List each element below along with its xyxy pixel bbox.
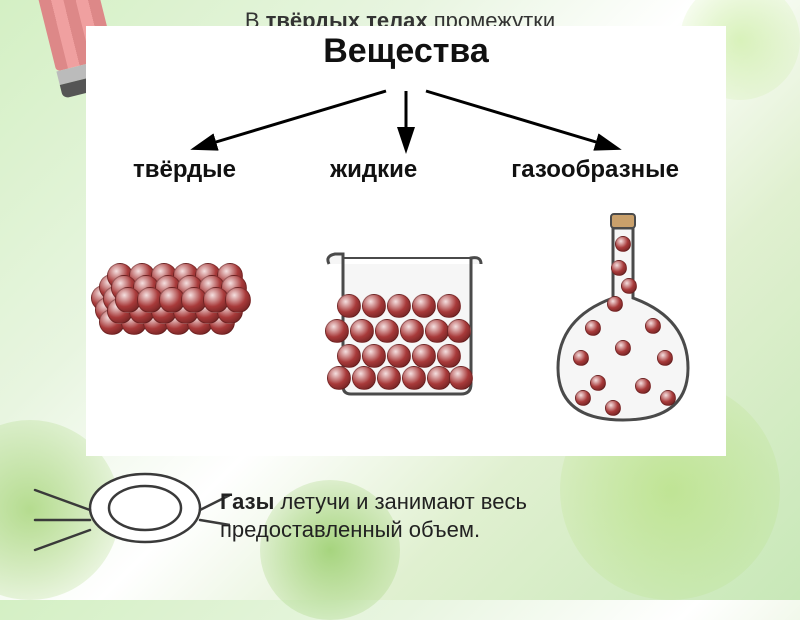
illustrations-row bbox=[86, 206, 726, 446]
footer-bold: Газы bbox=[220, 489, 274, 514]
cat-sketch bbox=[30, 470, 230, 590]
liquid-illustration bbox=[299, 206, 512, 446]
particle bbox=[615, 340, 631, 356]
hierarchy-arrows bbox=[86, 86, 726, 156]
particle bbox=[590, 375, 606, 391]
particle bbox=[575, 390, 591, 406]
particle bbox=[605, 400, 621, 416]
particle bbox=[585, 320, 601, 336]
particle bbox=[607, 296, 623, 312]
footer-text: Газы летучи и занимают весь предоставлен… bbox=[220, 488, 680, 544]
particle bbox=[225, 287, 251, 313]
state-label-liquid: жидкие bbox=[330, 156, 417, 184]
particle bbox=[635, 378, 651, 394]
solid-illustration bbox=[86, 206, 299, 446]
particle bbox=[611, 260, 627, 276]
particle bbox=[615, 236, 631, 252]
particle bbox=[657, 350, 673, 366]
state-label-solid: твёрдые bbox=[133, 156, 236, 184]
diagram-title: Вещества bbox=[86, 32, 726, 71]
particle bbox=[645, 318, 661, 334]
particle bbox=[660, 390, 676, 406]
state-labels-row: твёрдые жидкие газообразные bbox=[86, 156, 726, 184]
particle bbox=[621, 278, 637, 294]
states-of-matter-diagram: Вещества твёрдые жидкие газообразные bbox=[86, 26, 726, 456]
particle bbox=[573, 350, 589, 366]
gas-illustration bbox=[513, 206, 726, 446]
state-label-gas: газообразные bbox=[511, 156, 679, 184]
